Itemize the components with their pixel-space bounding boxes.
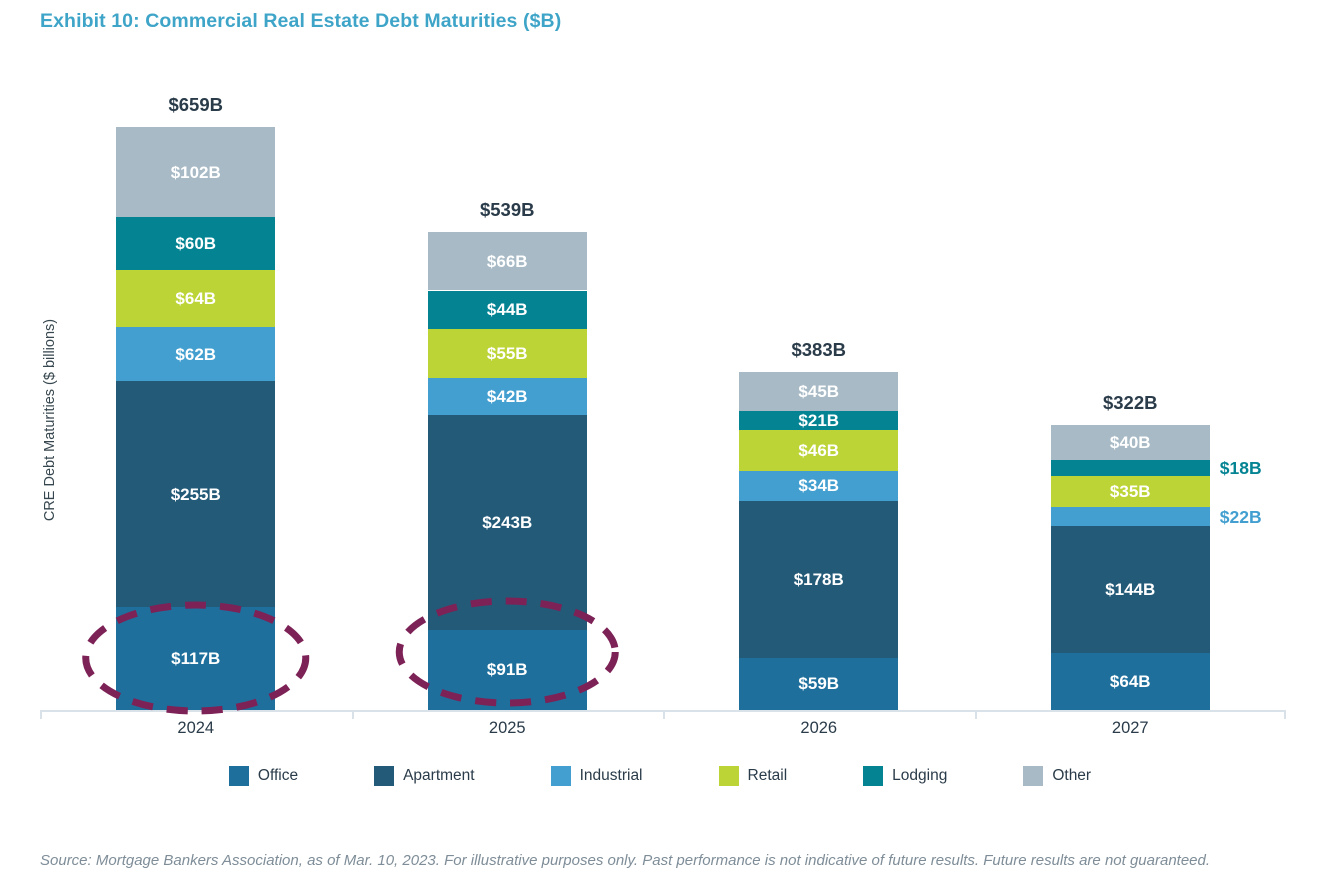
legend-label-other: Other xyxy=(1052,767,1092,784)
legend-swatch-other xyxy=(1023,766,1044,786)
x-axis-label-2027: 2027 xyxy=(1111,719,1149,737)
bar-segment-other-2026: $45B xyxy=(739,371,899,412)
value-label-apartment-2027: $144B xyxy=(1105,580,1156,600)
legend-swatch-retail xyxy=(718,766,739,786)
bar-segment-industrial-2024: $62B xyxy=(116,326,276,382)
legend-swatch-lodging xyxy=(863,766,884,786)
x-axis-tick xyxy=(663,710,665,719)
legend-item-industrial: Industrial xyxy=(550,766,643,786)
value-label-outside-lodging-2027: $18B xyxy=(1219,458,1262,478)
bar-segment-other-2024: $102B xyxy=(116,127,276,218)
source-note: Source: Mortgage Bankers Association, as… xyxy=(40,852,1211,869)
legend-swatch-office xyxy=(228,766,249,786)
chart-title: Exhibit 10: Commercial Real Estate Debt … xyxy=(40,10,562,32)
value-label-retail-2026: $46B xyxy=(798,440,840,460)
value-label-outside-industrial-2027: $22B xyxy=(1219,506,1262,527)
bar-segment-apartment-2027: $144B xyxy=(1050,526,1210,654)
total-label-2026: $383B xyxy=(791,338,846,360)
bar-segment-other-2025: $66B xyxy=(427,232,587,291)
value-label-industrial-2026: $34B xyxy=(798,476,840,496)
x-axis-label-2026: 2026 xyxy=(800,719,838,737)
bar-segment-apartment-2024: $255B xyxy=(116,381,276,607)
chart-legend: Office Apartment Industrial Retail Lodging Ot… xyxy=(0,766,1320,786)
x-axis-tick xyxy=(40,710,42,719)
x-axis-label-2024: 2024 xyxy=(177,719,215,737)
bar-segment-industrial-2027 xyxy=(1050,506,1210,527)
legend-label-apartment: Apartment xyxy=(403,767,475,784)
bar-segment-lodging-2027 xyxy=(1050,460,1210,476)
legend-label-lodging: Lodging xyxy=(892,767,948,784)
bar-segment-office-2026: $59B xyxy=(739,657,899,710)
value-label-other-2027: $40B xyxy=(1109,432,1151,452)
legend-swatch-apartment xyxy=(374,766,395,786)
value-label-office-2025: $91B xyxy=(486,660,528,680)
x-axis-tick xyxy=(974,710,977,719)
value-label-lodging-2024: $60B xyxy=(175,234,217,254)
legend-label-retail: Retail xyxy=(747,767,788,784)
value-label-apartment-2024: $255B xyxy=(170,484,221,504)
bar-segment-apartment-2025: $243B xyxy=(427,415,587,630)
bar-segment-industrial-2025: $42B xyxy=(427,377,587,415)
legend-item-apartment: Apartment xyxy=(374,766,475,786)
bar-segment-retail-2027: $35B xyxy=(1050,475,1210,507)
x-axis-label-2025: 2025 xyxy=(488,719,526,737)
bar-segment-retail-2026: $46B xyxy=(739,430,899,471)
bar-segment-retail-2025: $55B xyxy=(427,329,587,378)
legend-item-lodging: Lodging xyxy=(863,766,947,786)
bar-segment-apartment-2026: $178B xyxy=(739,500,899,658)
total-label-2027: $322B xyxy=(1102,391,1158,413)
total-label-2024: $659B xyxy=(168,94,223,116)
value-label-retail-2025: $55B xyxy=(486,344,528,364)
x-axis-tick xyxy=(1284,710,1286,719)
legend-swatch-industrial xyxy=(550,766,571,786)
legend-item-other: Other xyxy=(1023,766,1091,786)
bar-segment-office-2027: $64B xyxy=(1050,653,1210,710)
bar-segment-lodging-2024: $60B xyxy=(116,217,276,271)
value-label-office-2026: $59B xyxy=(798,674,840,694)
value-label-lodging-2025: $44B xyxy=(486,300,528,320)
value-label-apartment-2025: $243B xyxy=(482,512,533,532)
total-label-2025: $539B xyxy=(479,199,535,221)
x-axis-tick xyxy=(351,710,354,719)
bar-segment-office-2024: $117B xyxy=(116,606,276,710)
bar-segment-office-2025: $91B xyxy=(427,629,587,710)
value-label-retail-2027: $35B xyxy=(1109,481,1151,501)
value-label-apartment-2026: $178B xyxy=(793,569,844,589)
value-label-other-2024: $102B xyxy=(170,162,221,182)
legend-label-office: Office xyxy=(257,767,299,784)
legend-item-office: Office xyxy=(228,766,299,786)
value-label-other-2025: $66B xyxy=(486,251,528,271)
legend-label-industrial: Industrial xyxy=(579,767,643,784)
bar-segment-retail-2024: $64B xyxy=(116,270,276,327)
bar-segment-lodging-2026: $21B xyxy=(739,411,899,431)
value-label-other-2026: $45B xyxy=(798,382,840,402)
value-label-retail-2024: $64B xyxy=(175,288,217,308)
legend-item-retail: Retail xyxy=(718,766,788,786)
value-label-industrial-2024: $62B xyxy=(175,344,217,364)
value-label-office-2024: $117B xyxy=(171,648,221,668)
value-label-lodging-2026: $21B xyxy=(798,411,840,431)
value-label-office-2027: $64B xyxy=(1109,672,1151,692)
bar-segment-other-2027: $40B xyxy=(1050,424,1210,461)
value-label-industrial-2025: $42B xyxy=(486,386,528,406)
bar-segment-lodging-2025: $44B xyxy=(427,290,587,330)
bar-segment-industrial-2026: $34B xyxy=(739,470,899,501)
